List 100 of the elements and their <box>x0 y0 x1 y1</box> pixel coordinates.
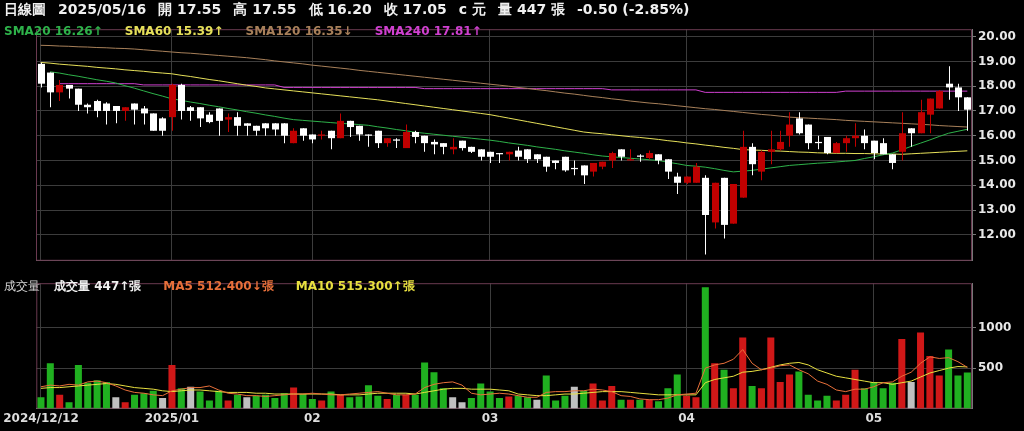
bar <box>112 397 120 409</box>
x-tick-label: 04 <box>678 410 695 425</box>
y-tick-label: 500 <box>978 360 1004 375</box>
text: c 元 <box>458 1 487 17</box>
chart-title: 日線圖 <box>4 1 46 17</box>
bar <box>786 374 794 409</box>
text: 量 447 張 <box>498 1 566 17</box>
bar <box>767 337 775 409</box>
bar <box>673 374 681 409</box>
bar <box>636 399 644 409</box>
bar <box>196 391 204 409</box>
series-label: SMA120 16.35↓ <box>245 24 353 38</box>
bar <box>495 398 503 409</box>
bar <box>458 402 466 409</box>
bar <box>701 287 709 409</box>
bar <box>439 388 447 409</box>
y-tick-label: 18.00 <box>978 78 1016 93</box>
bar <box>131 394 139 409</box>
bar <box>776 381 784 409</box>
bar <box>795 371 803 409</box>
y-tick-label: 15.00 <box>978 152 1016 167</box>
text: 高 17.55 <box>233 1 297 17</box>
bar <box>617 399 625 409</box>
x-tick-label: 02 <box>303 410 321 425</box>
text: SMA60 15.39↑ <box>124 24 224 38</box>
bar <box>935 375 943 409</box>
bar <box>720 369 728 409</box>
y-tick-label: 12.00 <box>978 226 1016 241</box>
bar <box>65 402 73 409</box>
bar <box>692 397 700 409</box>
bar <box>729 388 737 409</box>
annotation: 成交量 447↑張 <box>54 279 142 293</box>
text: 2025/05/16 <box>58 1 147 17</box>
y-tick-label: 20.00 <box>978 28 1016 43</box>
bar <box>524 397 532 409</box>
bar <box>542 375 550 409</box>
chart-title: 成交量 <box>4 279 40 293</box>
bar <box>411 394 419 409</box>
bar <box>383 398 391 409</box>
bar <box>655 401 663 409</box>
x-tick-label: 2025/01 <box>144 410 200 425</box>
y-tick-label: 19.00 <box>978 53 1016 68</box>
bar <box>121 402 129 409</box>
bar <box>757 388 765 409</box>
text: 低 16.20 <box>308 1 372 17</box>
bar <box>748 385 756 409</box>
text: MA10 515.300↑張 <box>295 279 415 293</box>
x-tick-label: 2024/12/12 <box>3 410 79 425</box>
bar <box>711 363 719 409</box>
bar <box>888 382 896 409</box>
bar <box>421 362 429 409</box>
text: MA5 512.400↓張 <box>163 279 274 293</box>
bar <box>252 395 260 409</box>
bar <box>626 399 634 409</box>
bar <box>84 382 92 409</box>
bar <box>907 381 915 409</box>
bar <box>46 363 54 409</box>
bar <box>467 398 475 409</box>
bar <box>37 397 45 409</box>
bar <box>140 393 148 409</box>
bar <box>393 394 401 409</box>
bar <box>346 397 354 409</box>
bar <box>74 364 82 409</box>
bar <box>402 394 410 409</box>
text: 開 17.55 <box>158 1 222 17</box>
y-tick-label: 17.00 <box>978 103 1016 118</box>
text: 收 17.05 <box>383 1 447 17</box>
bar <box>215 390 223 409</box>
bar <box>945 349 953 409</box>
bar <box>842 394 850 409</box>
y-tick-label: 1000 <box>978 319 1012 334</box>
bar <box>683 395 691 409</box>
bar <box>233 394 241 409</box>
bar <box>505 396 513 409</box>
candlestick <box>768 130 775 165</box>
y-tick-label: 14.00 <box>978 177 1016 192</box>
bar <box>898 339 906 409</box>
bar <box>804 394 812 409</box>
bar <box>355 396 363 409</box>
bar <box>823 395 831 409</box>
x-tick-label: 03 <box>481 410 499 425</box>
bar <box>102 381 110 409</box>
bar <box>308 398 316 409</box>
bar <box>954 375 962 409</box>
x-tick-label: 05 <box>865 410 883 425</box>
bar <box>963 372 971 409</box>
text: -0.50 (-2.85%) <box>577 1 690 17</box>
bar <box>159 398 167 409</box>
text: SMA20 16.26↑ <box>4 24 103 38</box>
bar <box>860 388 868 409</box>
bar <box>533 399 541 409</box>
y-tick-label: 16.00 <box>978 127 1016 142</box>
bar <box>851 369 859 409</box>
bar <box>374 395 382 409</box>
bar <box>926 356 934 409</box>
bar <box>917 332 925 409</box>
bar <box>243 397 251 409</box>
bar <box>336 394 344 409</box>
bar <box>271 398 279 409</box>
bar <box>739 337 747 409</box>
